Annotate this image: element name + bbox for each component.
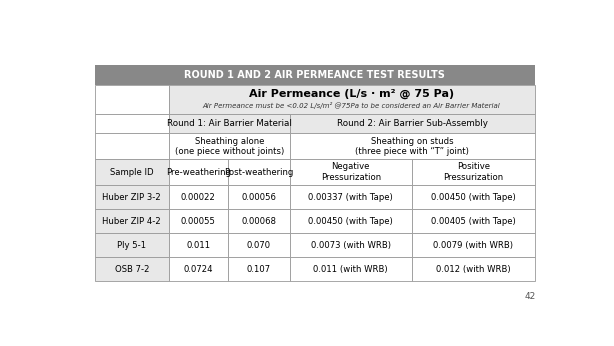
Bar xyxy=(169,133,290,159)
Bar xyxy=(169,159,228,185)
Text: Positive
Pressurization: Positive Pressurization xyxy=(443,163,503,182)
Bar xyxy=(228,257,290,281)
Text: Air Permeance (L/s · m² @ 75 Pa): Air Permeance (L/s · m² @ 75 Pa) xyxy=(249,89,454,99)
Bar xyxy=(412,257,535,281)
Bar xyxy=(290,257,412,281)
Text: 0.0724: 0.0724 xyxy=(184,265,213,274)
Text: Post-weathering: Post-weathering xyxy=(224,168,293,177)
Bar xyxy=(412,209,535,233)
Bar xyxy=(95,113,169,133)
Bar xyxy=(169,209,228,233)
Bar xyxy=(95,185,169,209)
Bar xyxy=(228,185,290,209)
Text: OSB 7-2: OSB 7-2 xyxy=(115,265,149,274)
Bar xyxy=(412,159,535,185)
Text: 0.070: 0.070 xyxy=(247,241,271,250)
Bar xyxy=(95,65,535,85)
Text: 0.012 (with WRB): 0.012 (with WRB) xyxy=(436,265,511,274)
Text: ROUND 1 AND 2 AIR PERMEANCE TEST RESULTS: ROUND 1 AND 2 AIR PERMEANCE TEST RESULTS xyxy=(184,70,445,80)
Text: 0.00450 (with Tape): 0.00450 (with Tape) xyxy=(308,217,393,226)
Bar xyxy=(412,185,535,209)
Text: 0.0073 (with WRB): 0.0073 (with WRB) xyxy=(311,241,391,250)
Bar xyxy=(169,85,535,113)
Text: Sample ID: Sample ID xyxy=(110,168,154,177)
Text: 0.011 (with WRB): 0.011 (with WRB) xyxy=(314,265,388,274)
Text: Air Permeance must be <0.02 L/s/m² @75Pa to be considered an Air Barrier Materia: Air Permeance must be <0.02 L/s/m² @75Pa… xyxy=(203,102,500,109)
Text: 0.00337 (with Tape): 0.00337 (with Tape) xyxy=(308,193,393,202)
Text: 0.00056: 0.00056 xyxy=(241,193,276,202)
Text: 0.00055: 0.00055 xyxy=(181,217,216,226)
Text: 0.011: 0.011 xyxy=(186,241,211,250)
Bar xyxy=(290,159,412,185)
Bar xyxy=(95,257,169,281)
Bar xyxy=(95,133,169,159)
Text: 0.00068: 0.00068 xyxy=(241,217,276,226)
Text: 0.00022: 0.00022 xyxy=(181,193,216,202)
Bar xyxy=(290,113,535,133)
Bar xyxy=(290,209,412,233)
Bar xyxy=(290,233,412,257)
Text: Sheathing on studs
(three piece with “T” joint): Sheathing on studs (three piece with “T”… xyxy=(355,137,469,156)
Text: Round 2: Air Barrier Sub-Assembly: Round 2: Air Barrier Sub-Assembly xyxy=(336,119,488,128)
Bar xyxy=(169,233,228,257)
Bar xyxy=(95,159,169,185)
Text: Pre-weathering: Pre-weathering xyxy=(166,168,231,177)
Bar xyxy=(95,233,169,257)
Bar xyxy=(290,133,535,159)
Bar xyxy=(169,185,228,209)
Bar xyxy=(169,257,228,281)
Bar xyxy=(228,233,290,257)
Text: Sheathing alone
(one piece without joints): Sheathing alone (one piece without joint… xyxy=(174,137,284,156)
Bar xyxy=(228,159,290,185)
Text: 0.00450 (with Tape): 0.00450 (with Tape) xyxy=(431,193,516,202)
Text: Huber ZIP 3-2: Huber ZIP 3-2 xyxy=(103,193,161,202)
Bar xyxy=(228,209,290,233)
Text: 42: 42 xyxy=(525,292,536,301)
Text: Round 1: Air Barrier Material: Round 1: Air Barrier Material xyxy=(167,119,292,128)
Text: 0.00405 (with Tape): 0.00405 (with Tape) xyxy=(431,217,516,226)
Bar xyxy=(412,233,535,257)
Text: 0.0079 (with WRB): 0.0079 (with WRB) xyxy=(433,241,513,250)
Bar xyxy=(290,185,412,209)
Text: Huber ZIP 4-2: Huber ZIP 4-2 xyxy=(103,217,161,226)
Bar xyxy=(95,85,169,113)
Text: Negative
Pressurization: Negative Pressurization xyxy=(321,163,381,182)
Bar xyxy=(95,209,169,233)
Text: 0.107: 0.107 xyxy=(247,265,271,274)
Bar xyxy=(169,113,290,133)
Text: Ply 5-1: Ply 5-1 xyxy=(117,241,146,250)
